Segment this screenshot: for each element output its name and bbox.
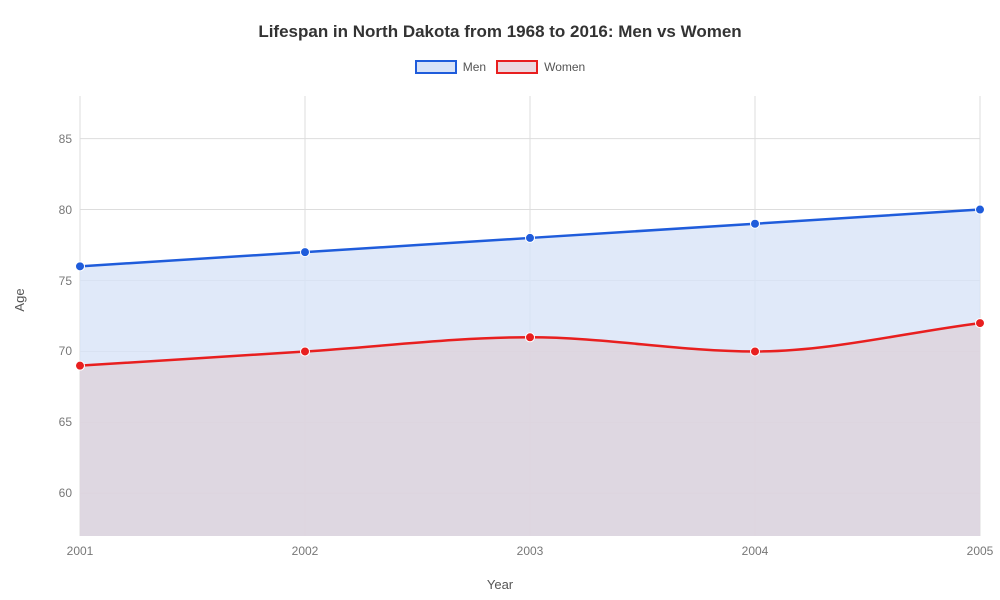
plot-area	[80, 96, 980, 536]
y-tick-label: 60	[32, 486, 72, 500]
x-tick-label: 2004	[725, 544, 785, 558]
legend-swatch-women	[496, 60, 538, 74]
chart-legend: Men Women	[0, 60, 1000, 74]
x-tick-label: 2003	[500, 544, 560, 558]
y-tick-label: 75	[32, 274, 72, 288]
y-tick-label: 70	[32, 344, 72, 358]
legend-item-men: Men	[415, 60, 486, 74]
y-axis-label: Age	[12, 288, 27, 311]
x-axis-label: Year	[0, 577, 1000, 592]
x-tick-label: 2002	[275, 544, 335, 558]
legend-label-women: Women	[544, 60, 585, 74]
y-tick-label: 85	[32, 132, 72, 146]
legend-label-men: Men	[463, 60, 486, 74]
chart-title: Lifespan in North Dakota from 1968 to 20…	[0, 22, 1000, 42]
x-tick-label: 2001	[50, 544, 110, 558]
chart-svg	[80, 96, 980, 536]
y-tick-label: 80	[32, 203, 72, 217]
legend-item-women: Women	[496, 60, 585, 74]
x-tick-label: 2005	[950, 544, 1000, 558]
legend-swatch-men	[415, 60, 457, 74]
y-tick-label: 65	[32, 415, 72, 429]
lifespan-chart: Lifespan in North Dakota from 1968 to 20…	[0, 0, 1000, 600]
